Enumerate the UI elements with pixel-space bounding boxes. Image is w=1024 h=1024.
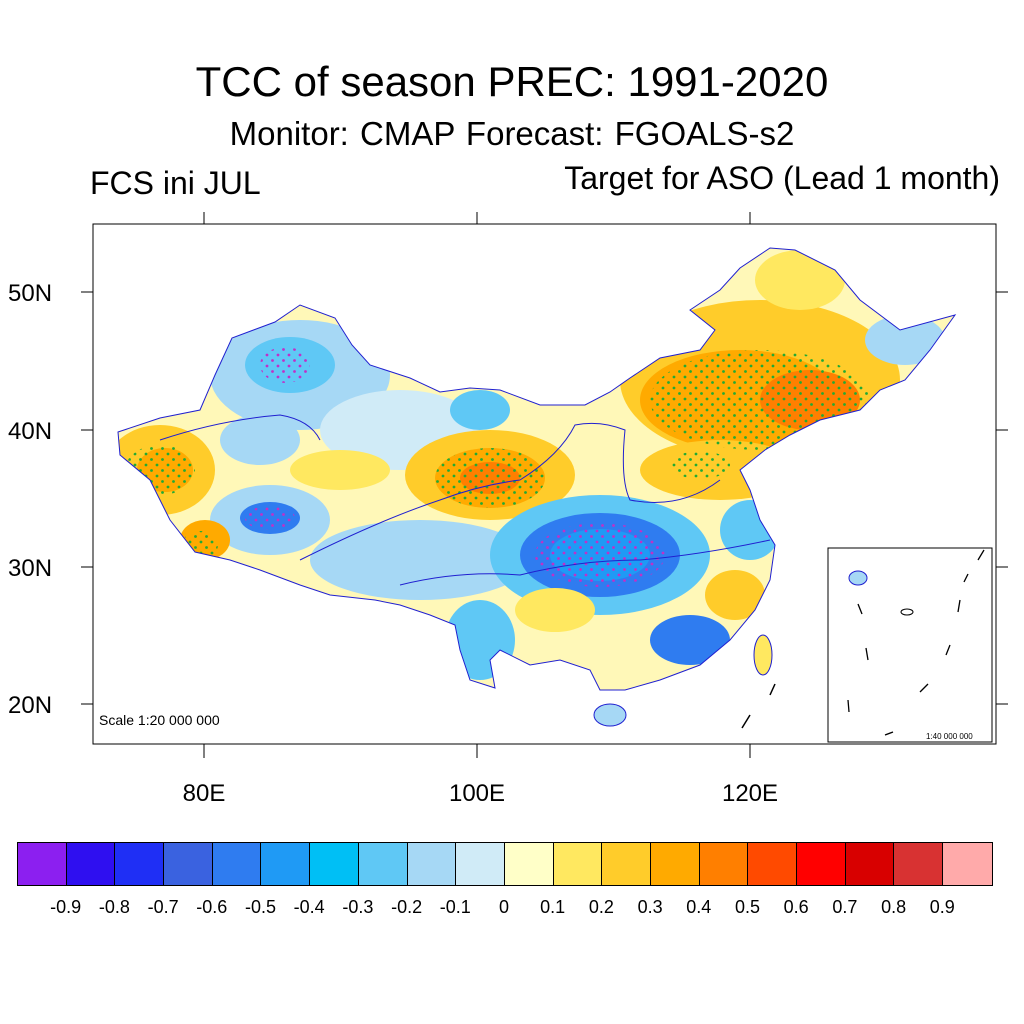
colorbar-tick-label: -0.3 [342, 897, 374, 917]
colorbar-tick-label: 0.8 [881, 897, 907, 917]
colorbar-box [894, 843, 944, 885]
taiwan-island [753, 634, 773, 676]
colorbar-tick-label: 0.7 [832, 897, 858, 917]
colorbar-tick-label: -0.2 [391, 897, 423, 917]
colorbar-box [115, 843, 165, 885]
colorbar-box [748, 843, 797, 885]
colorbar-tick-label: 0.3 [637, 897, 663, 917]
colorbar-box [261, 843, 311, 885]
colorbar-box [456, 843, 505, 885]
colorbar-box [797, 843, 846, 885]
map-scale-note: Scale 1:20 000 000 [99, 712, 220, 728]
map-subtitle: Monitor: CMAP Forecast: FGOALS-s2 [229, 115, 795, 152]
colorbar-tick-label: -0.8 [98, 897, 130, 917]
colorbar-box [407, 843, 457, 885]
colorbar-box [845, 843, 895, 885]
colorbar-tick-label: 0.4 [686, 897, 712, 917]
lon-label-100e: 100E [448, 780, 506, 807]
lon-label-80e: 80E [182, 780, 226, 807]
colorbar-tick-label: -0.4 [293, 897, 325, 917]
colorbar-box [164, 843, 213, 885]
china-border [117, 247, 957, 691]
colorbar-tick-label: -0.9 [50, 897, 82, 917]
lat-label-40n: 40N [8, 418, 53, 445]
colorbar-box [602, 843, 651, 885]
colorbar-tick-label: 0.5 [734, 897, 761, 917]
yellow-river [299, 422, 721, 561]
colorbar-box [358, 843, 408, 885]
colorbar-tick-label: -0.1 [439, 897, 471, 917]
hainan-island [593, 703, 627, 727]
axis-ticks [81, 212, 1008, 758]
inset-scale-note: 1:40 000 000 [926, 732, 973, 741]
colorbar-box [943, 843, 992, 885]
tarim-river [159, 414, 321, 441]
lat-label-50n: 50N [8, 280, 53, 307]
lat-label-20n: 20N [8, 692, 53, 719]
colorbar-tick-label: 0 [498, 897, 510, 917]
colorbar-tick-label: -0.6 [196, 897, 228, 917]
colorbar-tick-label: -0.7 [147, 897, 179, 917]
colorbar-box [66, 843, 116, 885]
initialization-label: FCS ini JUL [90, 165, 261, 201]
colorbar-tick-label: 0.2 [588, 897, 614, 917]
colorbar-box [310, 843, 359, 885]
map-title: TCC of season PREC: 1991-2020 [195, 58, 829, 105]
colorbar-box [699, 843, 749, 885]
colorbar [17, 842, 993, 886]
colorbar-tick-label: -0.5 [244, 897, 277, 917]
target-label: Target for ASO (Lead 1 month) [564, 160, 1000, 196]
lon-label-120e: 120E [721, 780, 779, 807]
colorbar-box [650, 843, 700, 885]
colorbar-tick-label: 0.9 [929, 897, 955, 917]
colorbar-tick-label: 0.1 [540, 897, 566, 917]
colorbar-box [212, 843, 262, 885]
lat-label-30n: 30N [8, 555, 53, 582]
colorbar-box [553, 843, 603, 885]
colorbar-tick-label: 0.6 [783, 897, 809, 917]
colorbar-box [18, 843, 67, 885]
colorbar-box [504, 843, 554, 885]
yangtze-river [399, 539, 771, 586]
